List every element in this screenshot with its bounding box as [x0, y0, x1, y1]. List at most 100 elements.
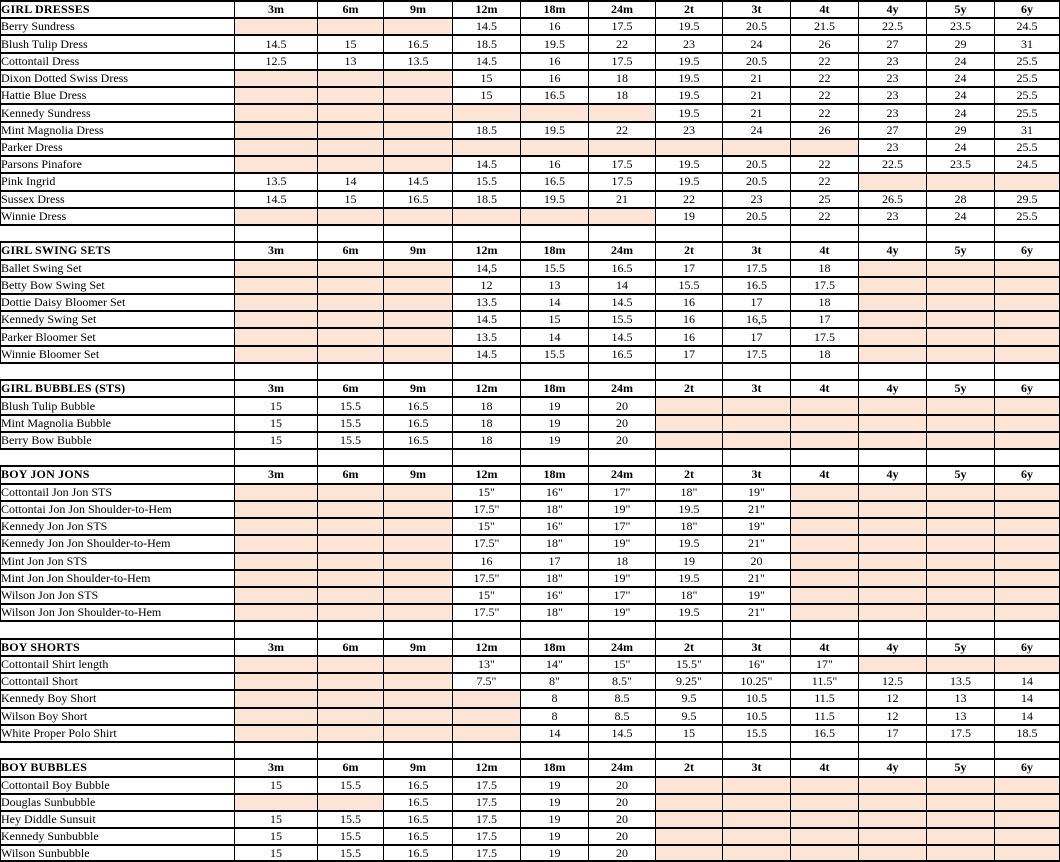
cell[interactable] — [383, 258, 452, 276]
cell[interactable] — [722, 810, 790, 828]
cell[interactable]: 24 — [926, 206, 994, 225]
cell[interactable]: 19.5 — [655, 68, 722, 87]
cell[interactable]: 19 — [520, 810, 588, 828]
cell[interactable]: 22 — [790, 86, 858, 104]
cell[interactable] — [722, 137, 790, 156]
cell[interactable]: 7.5" — [452, 672, 520, 690]
cell[interactable]: 26 — [790, 34, 858, 52]
row-label[interactable]: Parker Bloomer Set — [0, 327, 234, 345]
cell[interactable]: 16.5 — [383, 775, 452, 793]
cell[interactable]: 16 — [520, 155, 588, 173]
cell[interactable] — [926, 517, 994, 535]
cell[interactable] — [790, 792, 858, 811]
cell[interactable] — [383, 155, 452, 173]
section-title[interactable]: BOY BUBBLES — [0, 758, 234, 776]
cell[interactable]: 19.5 — [655, 172, 722, 190]
cell[interactable]: 31 — [994, 120, 1060, 138]
column-header[interactable]: 6m — [317, 637, 383, 655]
cell[interactable]: 17.5 — [588, 155, 655, 173]
column-header[interactable]: 18m — [520, 465, 588, 483]
cell[interactable]: 15.5 — [520, 344, 588, 362]
cell[interactable] — [790, 482, 858, 500]
column-header[interactable]: 6y — [994, 379, 1060, 397]
cell[interactable] — [926, 792, 994, 811]
cell[interactable]: 8.5 — [588, 689, 655, 707]
cell[interactable]: 18" — [520, 568, 588, 586]
cell[interactable]: 17.5" — [452, 534, 520, 552]
cell[interactable] — [994, 603, 1060, 621]
column-header[interactable]: 12m — [452, 241, 520, 259]
row-label[interactable]: Kennedy Boy Short — [0, 689, 234, 707]
cell[interactable]: 14 — [588, 275, 655, 293]
cell[interactable] — [383, 603, 452, 621]
row-label[interactable]: Blush Tulip Dress — [0, 34, 234, 52]
cell[interactable]: 19 — [655, 206, 722, 225]
cell[interactable]: 17" — [588, 585, 655, 604]
cell[interactable]: 17.5 — [452, 810, 520, 828]
cell[interactable] — [452, 706, 520, 724]
cell[interactable] — [383, 310, 452, 328]
cell[interactable] — [234, 17, 317, 35]
row-label[interactable]: Dixon Dotted Swiss Dress — [0, 68, 234, 87]
cell[interactable] — [858, 413, 926, 431]
cell[interactable] — [234, 292, 317, 311]
cell[interactable]: 18 — [452, 396, 520, 414]
cell[interactable]: 14.5 — [452, 310, 520, 328]
cell[interactable]: 13.5 — [452, 327, 520, 345]
cell[interactable] — [790, 585, 858, 604]
column-header[interactable]: 24m — [588, 0, 655, 18]
cell[interactable]: 16" — [520, 585, 588, 604]
section-title[interactable]: GIRL SWING SETS — [0, 241, 234, 259]
cell[interactable]: 15.5 — [722, 723, 790, 742]
cell[interactable]: 15.5" — [655, 654, 722, 673]
cell[interactable] — [994, 292, 1060, 311]
cell[interactable]: 19 — [520, 792, 588, 811]
cell[interactable] — [452, 103, 520, 121]
column-header[interactable]: 3t — [722, 465, 790, 483]
column-header[interactable]: 3t — [722, 758, 790, 776]
column-header[interactable]: 6y — [994, 241, 1060, 259]
column-header[interactable]: 2t — [655, 0, 722, 18]
cell[interactable]: 25.5 — [994, 206, 1060, 225]
cell[interactable] — [317, 534, 383, 552]
cell[interactable]: 13.5 — [383, 51, 452, 69]
column-header[interactable]: 5y — [926, 637, 994, 655]
cell[interactable]: 20.5 — [722, 206, 790, 225]
cell[interactable] — [234, 723, 317, 742]
cell[interactable]: 8.5" — [588, 672, 655, 690]
cell[interactable] — [234, 585, 317, 604]
cell[interactable] — [926, 568, 994, 586]
column-header[interactable]: 3t — [722, 637, 790, 655]
cell[interactable]: 15" — [452, 585, 520, 604]
cell[interactable] — [317, 68, 383, 87]
cell[interactable]: 17.5 — [588, 51, 655, 69]
cell[interactable] — [858, 585, 926, 604]
cell[interactable] — [858, 344, 926, 362]
cell[interactable] — [994, 344, 1060, 362]
cell[interactable] — [383, 534, 452, 552]
cell[interactable]: 27 — [858, 120, 926, 138]
cell[interactable] — [234, 120, 317, 138]
cell[interactable]: 19" — [588, 603, 655, 621]
cell[interactable]: 19 — [655, 551, 722, 569]
cell[interactable]: 17.5 — [926, 723, 994, 742]
cell[interactable]: 19.5 — [655, 603, 722, 621]
cell[interactable]: 14 — [520, 723, 588, 742]
section-title[interactable]: GIRL BUBBLES (STS) — [0, 379, 234, 397]
cell[interactable]: 8" — [520, 672, 588, 690]
cell[interactable]: 17 — [722, 292, 790, 311]
cell[interactable] — [655, 792, 722, 811]
cell[interactable]: 18" — [655, 517, 722, 535]
cell[interactable] — [317, 585, 383, 604]
cell[interactable]: 22 — [790, 172, 858, 190]
cell[interactable] — [722, 413, 790, 431]
cell[interactable] — [655, 810, 722, 828]
row-label[interactable]: Winnie Bloomer Set — [0, 344, 234, 362]
row-label[interactable]: Kennedy Sunbubble — [0, 827, 234, 845]
cell[interactable] — [655, 775, 722, 793]
cell[interactable]: 17 — [858, 723, 926, 742]
cell[interactable]: 17.5" — [452, 603, 520, 621]
cell[interactable]: 17.5 — [452, 792, 520, 811]
row-label[interactable]: Blush Tulip Bubble — [0, 396, 234, 414]
cell[interactable] — [790, 844, 858, 862]
